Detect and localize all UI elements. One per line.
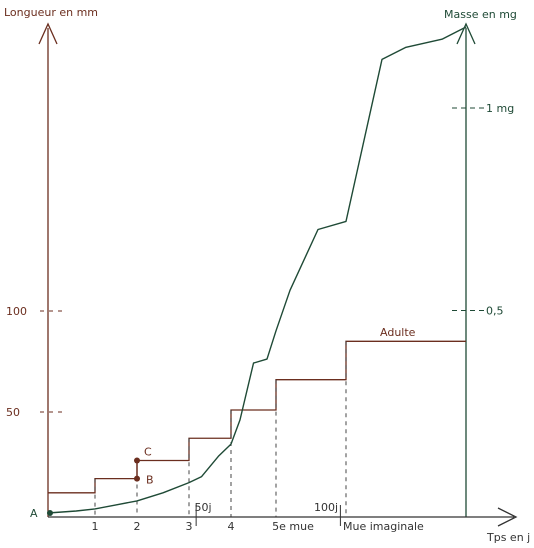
right-tick-label-0: 1 mg (486, 102, 514, 115)
x-tick-label-4: 5e mue (272, 520, 314, 533)
point-a-marker (47, 510, 53, 516)
left-axis-arrow (38, 22, 58, 45)
length-series-line (48, 340, 466, 494)
x-tick-label-2: 3 (186, 520, 193, 533)
point-b-marker (134, 475, 140, 482)
x-tick-label-1: 2 (134, 520, 141, 533)
right-axis-arrow (456, 22, 476, 45)
x-axis-title: Tps en j (486, 531, 530, 544)
adult-annotation: Adulte (380, 326, 416, 339)
left-tick-label-0: 100 (6, 305, 27, 318)
point-b-label: B (146, 474, 154, 487)
left-tick-label-1: 50 (6, 406, 20, 419)
point-c-marker (134, 457, 140, 464)
point-a-label: A (30, 507, 38, 520)
right-tick-label-1: 0,5 (486, 305, 504, 318)
mass-series-line (47, 26, 467, 514)
point-c-label: C (144, 445, 152, 458)
time-mark-label-1: 100j (314, 501, 338, 514)
x-axis-arrow (497, 507, 518, 527)
right-axis-title: Masse en mg (444, 8, 517, 21)
time-mark-label-0: 50j (194, 501, 211, 514)
x-tick-label-0: 1 (92, 520, 99, 533)
x-tick-label-5: Mue imaginale (343, 520, 424, 533)
x-tick-label-3: 4 (228, 520, 235, 533)
left-axis-title: Longueur en mm (4, 6, 98, 19)
